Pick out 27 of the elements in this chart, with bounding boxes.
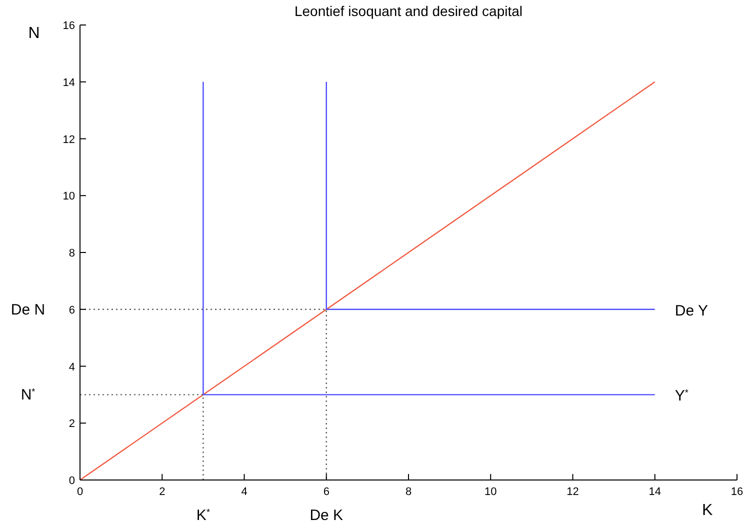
y-tick-label: 8 [68,248,75,260]
x-axis-title: K [702,502,713,519]
x-tick-label: 14 [648,486,661,498]
annotation: De N [10,301,46,318]
chart-title: Leontief isoquant and desired capital [294,3,523,19]
x-tick-label: 12 [566,486,579,498]
y-tick-label: 16 [62,20,75,32]
annotation: De Y [674,302,708,320]
x-tick-label: 2 [159,486,166,498]
annotation: N$^{*}$ [20,386,36,404]
x-tick-label: 8 [405,486,412,498]
y-axis-title: N [28,25,40,42]
y-tick-label: 2 [68,418,75,430]
x-tick-label: 4 [241,486,248,498]
x-tick-label: 10 [484,486,497,498]
x-tick-label: 0 [76,486,84,498]
annotation: De K [310,507,344,524]
annotation: K$^{*}$ [196,507,210,524]
x-tick-label: 6 [323,486,330,498]
y-tick-label: 14 [62,76,75,89]
annotation: Y$^{*}$ [674,388,689,405]
y-tick-label: 12 [62,134,75,146]
x-tick-label: 16 [730,486,744,498]
y-tick-label: 4 [68,361,75,374]
y-tick-label: 0 [68,475,75,487]
y-tick-label: 10 [62,190,75,203]
y-tick-label: 6 [68,304,75,316]
